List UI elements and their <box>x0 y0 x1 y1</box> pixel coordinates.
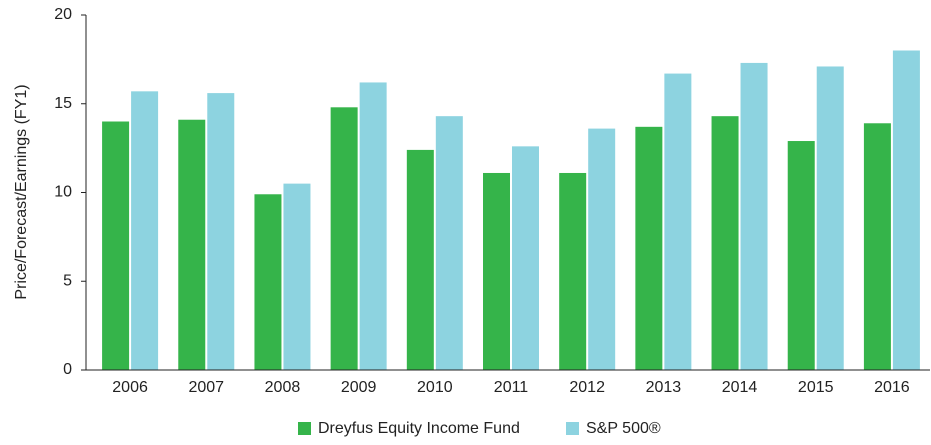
x-tick-label: 2016 <box>874 379 910 396</box>
x-tick-label: 2009 <box>341 379 377 396</box>
y-tick-label: 0 <box>63 361 72 378</box>
bar <box>787 141 815 370</box>
x-tick-label: 2010 <box>417 379 453 396</box>
bar <box>588 128 616 370</box>
legend-swatch <box>298 422 311 435</box>
y-tick-label: 15 <box>54 95 72 112</box>
bar <box>892 50 920 370</box>
bar <box>178 119 206 370</box>
bar <box>664 73 692 370</box>
bar <box>635 126 663 370</box>
bar <box>359 82 387 370</box>
y-axis-label: Price/Forecast/Earnings (FY1) <box>13 84 30 299</box>
bar <box>102 121 130 370</box>
y-tick-label: 10 <box>54 184 72 201</box>
bar <box>740 62 768 371</box>
legend-swatch <box>566 422 579 435</box>
x-tick-label: 2011 <box>494 379 529 396</box>
bar <box>131 91 159 370</box>
x-tick-label: 2013 <box>646 379 682 396</box>
bar <box>711 116 739 370</box>
bar <box>254 194 282 370</box>
bar <box>330 107 358 371</box>
bar <box>816 66 844 370</box>
x-tick-label: 2008 <box>265 379 301 396</box>
x-tick-label: 2014 <box>722 379 758 396</box>
bar <box>207 93 235 370</box>
x-tick-label: 2015 <box>798 379 834 396</box>
bar <box>435 116 463 370</box>
legend-label: Dreyfus Equity Income Fund <box>318 420 520 437</box>
x-tick-label: 2007 <box>188 379 224 396</box>
y-tick-label: 20 <box>54 6 72 23</box>
y-tick-label: 5 <box>63 272 72 289</box>
bar <box>512 146 539 370</box>
bar <box>863 123 891 371</box>
x-tick-label: 2012 <box>569 379 605 396</box>
bar <box>559 172 587 370</box>
x-tick-label: 2006 <box>112 379 148 396</box>
bar <box>483 172 510 370</box>
bar <box>283 183 311 370</box>
legend-label: S&P 500® <box>586 420 661 437</box>
bar <box>406 149 434 370</box>
